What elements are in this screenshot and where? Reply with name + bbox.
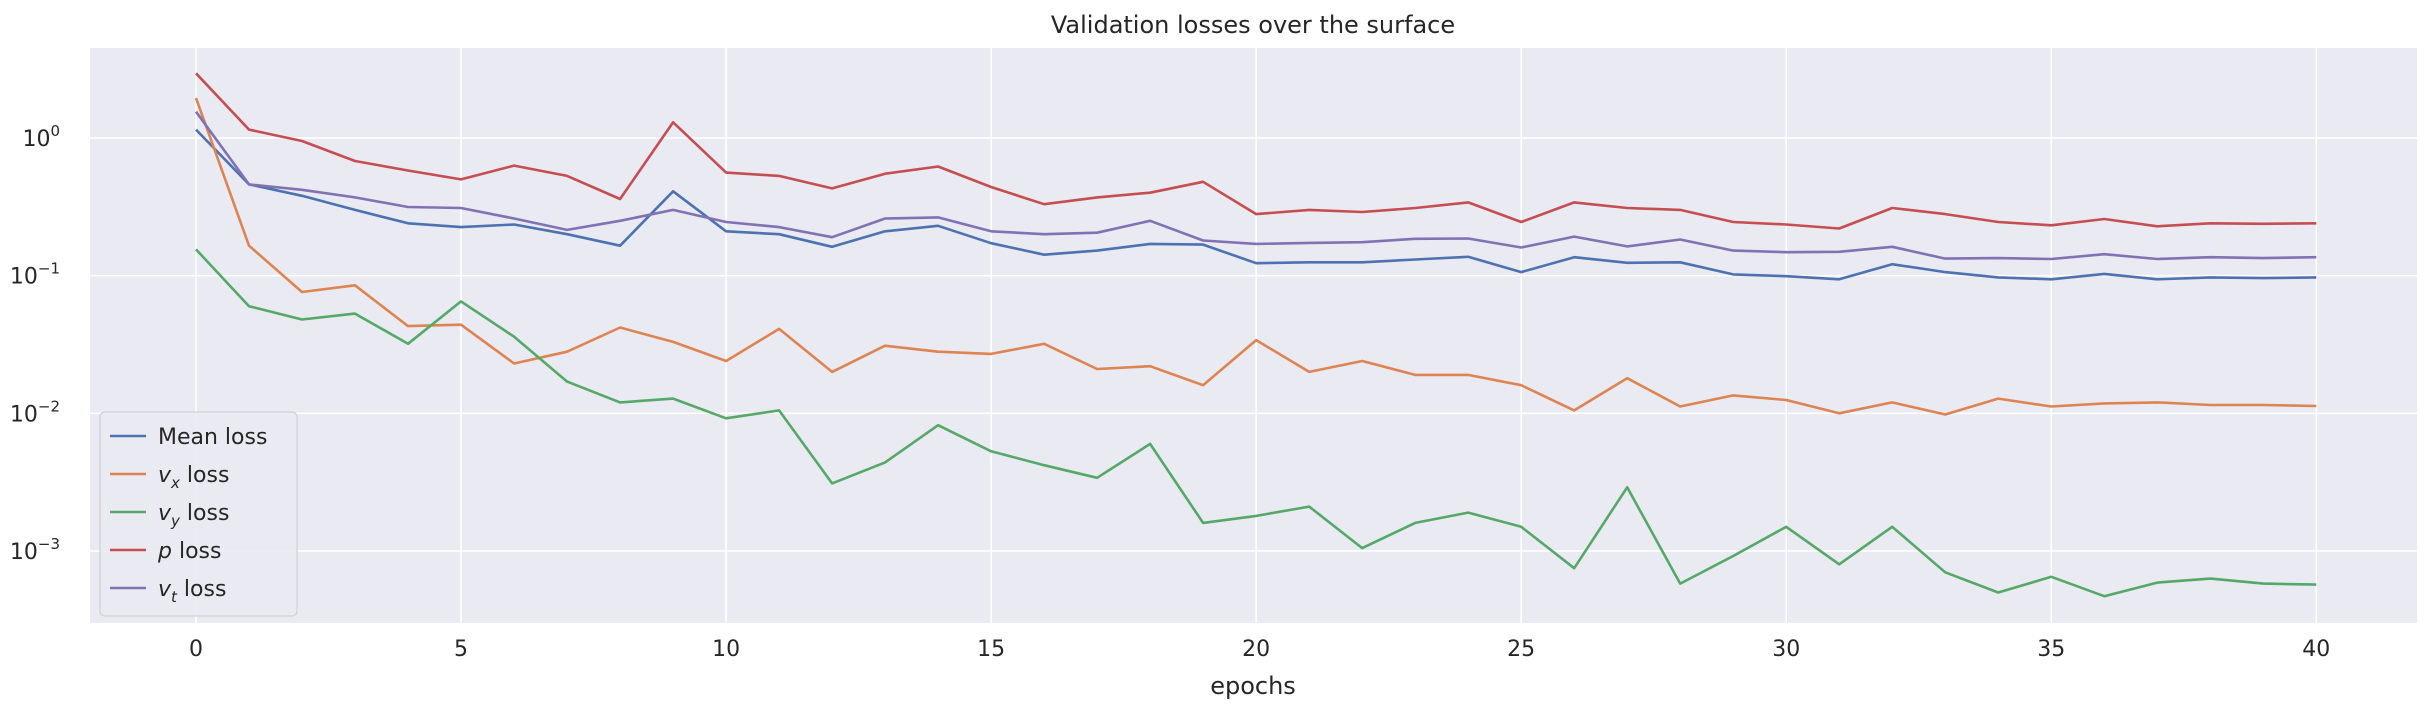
y-tick-label: 10−3 xyxy=(10,535,60,565)
legend-entry: vx loss xyxy=(158,463,229,492)
series-line-3 xyxy=(195,72,2317,230)
legend-entry: vy loss xyxy=(158,501,229,530)
legend-label-main: v xyxy=(158,463,172,488)
legend-label-rest: loss xyxy=(177,577,227,602)
x-tick-label: 35 xyxy=(2037,637,2065,662)
x-tick-label: 15 xyxy=(977,637,1005,662)
x-axis-label: epochs xyxy=(1210,672,1296,700)
legend-entry: vt loss xyxy=(158,577,226,606)
legend-label-main: v xyxy=(158,501,172,526)
legend-label-rest: loss xyxy=(180,463,230,488)
series-line-1 xyxy=(194,97,2317,416)
legend-entry: Mean loss xyxy=(158,425,267,450)
y-tick-base: 10 xyxy=(10,540,38,565)
chart-title: Validation losses over the surface xyxy=(1051,11,1455,39)
y-tick-base: 10 xyxy=(22,127,50,152)
gridlines xyxy=(90,48,2417,623)
y-tick-label: 10−1 xyxy=(10,260,60,290)
x-tick-label: 30 xyxy=(1772,637,1800,662)
series-line-4 xyxy=(194,110,2317,261)
legend-box xyxy=(99,411,298,617)
series-lines xyxy=(194,72,2317,598)
x-tick-label: 20 xyxy=(1242,637,1270,662)
legend-entry: p loss xyxy=(157,539,221,564)
y-tick-exponent: −1 xyxy=(38,260,60,278)
x-tick-label: 0 xyxy=(189,637,203,662)
x-tick-label: 25 xyxy=(1507,637,1535,662)
series-line-0 xyxy=(195,128,2317,281)
legend-label-main: v xyxy=(158,577,172,602)
legend-label-main: p xyxy=(157,539,172,564)
plot-area xyxy=(90,48,2417,623)
y-tick-exponent: −3 xyxy=(38,535,60,553)
y-tick-label: 10−2 xyxy=(10,397,60,427)
x-tick-label: 5 xyxy=(454,637,468,662)
x-tick-label: 10 xyxy=(712,637,740,662)
legend-label-rest: loss xyxy=(180,501,230,526)
y-tick-base: 10 xyxy=(10,265,38,290)
y-tick-exponent: −2 xyxy=(38,397,60,415)
x-axis-ticks: 0 5 10 15 20 25 30 35 40 xyxy=(189,637,2330,662)
legend-label-rest: loss xyxy=(172,539,222,564)
y-tick-base: 10 xyxy=(10,402,38,427)
legend-label-sub: y xyxy=(170,512,181,530)
legend-label-sub: x xyxy=(170,474,180,492)
series-line-2 xyxy=(195,248,2317,598)
legend-label-sub: t xyxy=(171,588,178,606)
x-tick-label: 40 xyxy=(2302,637,2330,662)
y-tick-exponent: 0 xyxy=(50,122,60,140)
y-tick-label: 100 xyxy=(22,122,60,152)
legend-label-main: Mean loss xyxy=(158,425,267,450)
